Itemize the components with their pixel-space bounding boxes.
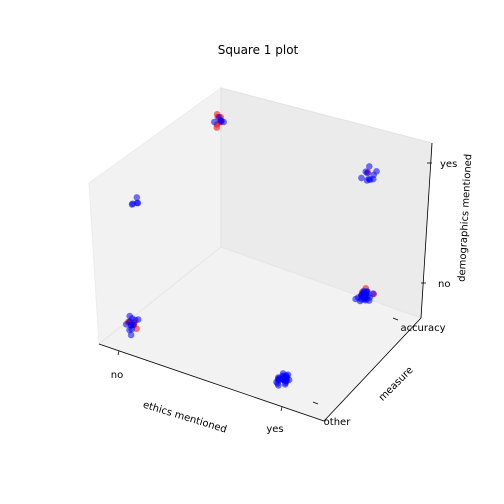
scatter-point — [134, 316, 142, 323]
y-axis-line — [323, 317, 422, 422]
scatter-point — [362, 168, 370, 175]
scatter-point — [273, 378, 280, 386]
scatter-point — [128, 315, 136, 322]
scatter-point — [130, 321, 137, 329]
scatter-point — [217, 117, 225, 124]
y-tick-label-accuracy: accuracy — [400, 323, 445, 334]
scatter-point — [213, 124, 221, 131]
scatter-point — [127, 331, 135, 339]
scatter-points — [122, 111, 380, 389]
scatter-point — [365, 175, 373, 183]
scatter-point — [211, 118, 218, 126]
scatter-point — [361, 294, 368, 301]
scatter-point — [358, 174, 365, 182]
x-tick-label-yes: yes — [266, 424, 283, 435]
y-tick-label-other: other — [324, 417, 352, 428]
scatter-point — [280, 373, 287, 380]
scatter-point — [360, 289, 368, 297]
x-axis-line — [98, 343, 325, 422]
y-axis-label: measure — [377, 365, 416, 404]
scatter-point — [133, 194, 141, 201]
scatter-point — [366, 163, 373, 170]
x-tick-no — [117, 350, 120, 356]
x-tick-label-no: no — [111, 370, 123, 381]
z-axis-label: demographics mentioned — [457, 154, 475, 283]
scatter-point — [285, 376, 293, 384]
z-tick-label-no: no — [438, 279, 450, 290]
x-tick-yes — [280, 406, 283, 412]
scatter-point — [133, 199, 141, 207]
z-tick-label-yes: yes — [440, 159, 457, 170]
scatter-point — [373, 168, 380, 175]
y-tick-accuracy — [392, 317, 399, 321]
chart-title: Square 1 plot — [218, 43, 299, 57]
y-tick-other — [312, 401, 319, 405]
z-axis-line — [420, 142, 433, 319]
x-axis-label: ethics mentioned — [142, 400, 228, 436]
